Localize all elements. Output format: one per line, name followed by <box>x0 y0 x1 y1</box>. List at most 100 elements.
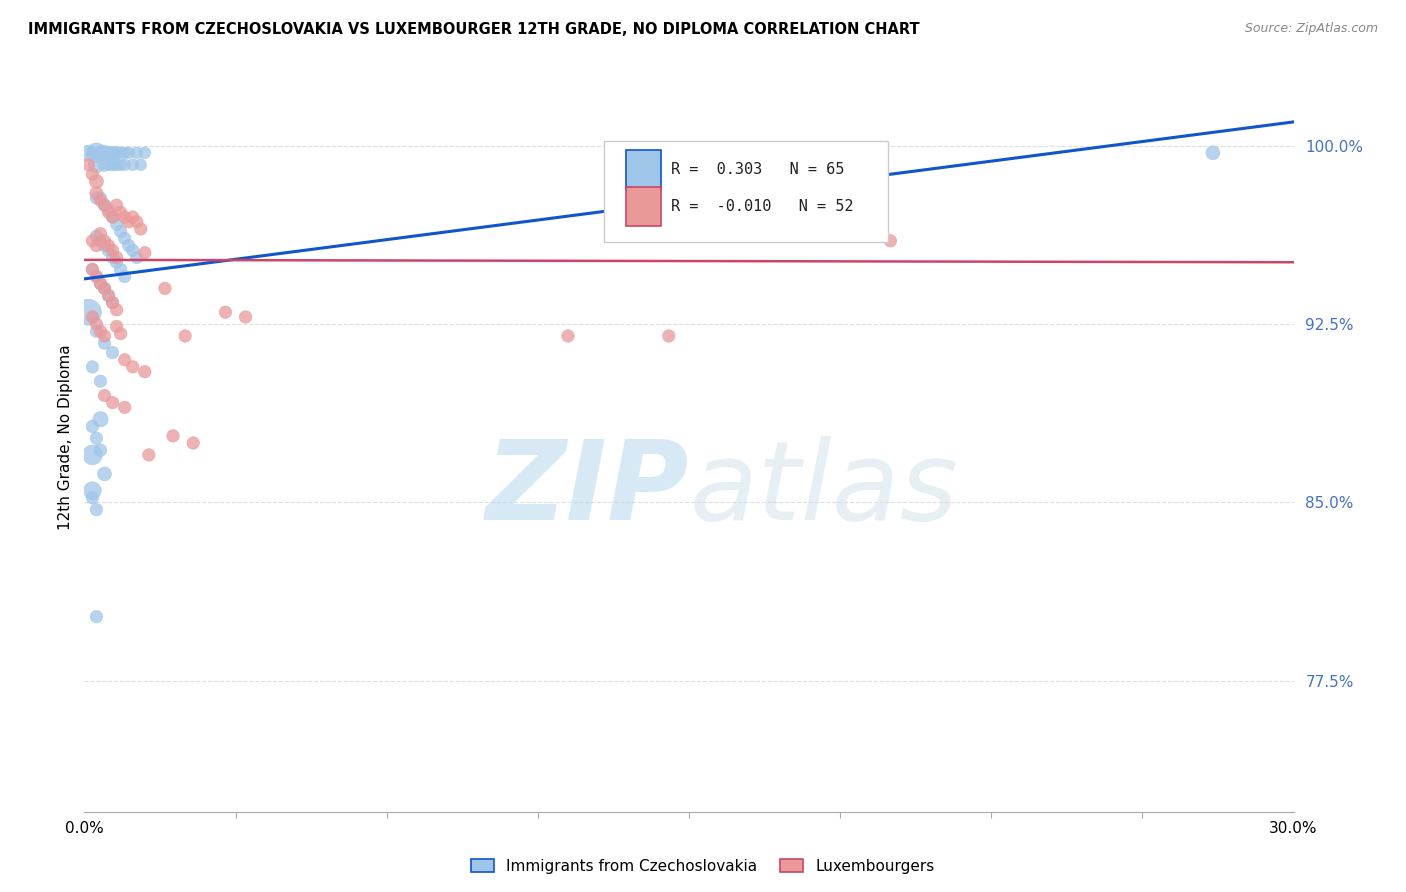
Point <box>82 359 104 374</box>
Point <box>181 436 204 450</box>
Point <box>214 305 236 319</box>
Point <box>134 365 156 379</box>
Point <box>125 251 148 265</box>
Point <box>86 269 108 284</box>
Point <box>86 158 108 172</box>
Point <box>86 229 108 244</box>
Point <box>110 158 132 172</box>
Point <box>82 310 104 324</box>
Text: IMMIGRANTS FROM CZECHOSLOVAKIA VS LUXEMBOURGER 12TH GRADE, NO DIPLOMA CORRELATIO: IMMIGRANTS FROM CZECHOSLOVAKIA VS LUXEMB… <box>28 22 920 37</box>
Point <box>153 281 176 295</box>
Point <box>118 145 141 160</box>
Point <box>105 198 128 212</box>
Point <box>101 395 124 409</box>
Point <box>97 202 120 217</box>
Point <box>118 238 141 252</box>
Point <box>110 205 132 219</box>
Legend: Immigrants from Czechoslovakia, Luxembourgers: Immigrants from Czechoslovakia, Luxembou… <box>465 853 941 880</box>
Point <box>93 281 115 295</box>
Point <box>557 329 579 343</box>
Point <box>93 198 115 212</box>
Text: R =  0.303   N = 65: R = 0.303 N = 65 <box>671 162 844 177</box>
Point <box>86 317 108 331</box>
Point <box>114 231 136 245</box>
Text: ZIP: ZIP <box>485 436 689 543</box>
Point <box>110 145 132 160</box>
Point <box>89 412 111 426</box>
Point <box>82 310 104 324</box>
Point <box>82 419 104 434</box>
Point <box>138 448 160 462</box>
Point <box>82 167 104 181</box>
Point <box>1202 145 1225 160</box>
Point <box>89 443 111 458</box>
Point <box>105 302 128 317</box>
Point <box>86 324 108 338</box>
Text: R =  -0.010   N = 52: R = -0.010 N = 52 <box>671 199 853 214</box>
Point <box>97 288 120 302</box>
Point <box>105 217 128 231</box>
Point <box>82 234 104 248</box>
Point <box>93 281 115 295</box>
Point <box>129 222 152 236</box>
Point <box>118 215 141 229</box>
Point <box>97 158 120 172</box>
Point <box>105 145 128 160</box>
Point <box>114 210 136 224</box>
Point <box>110 326 132 341</box>
Point <box>97 205 120 219</box>
Text: atlas: atlas <box>689 436 957 543</box>
Point <box>658 329 681 343</box>
Point <box>174 329 197 343</box>
Point <box>97 238 120 252</box>
Point <box>93 238 115 252</box>
Point <box>86 145 108 160</box>
Point <box>86 186 108 201</box>
Point <box>101 295 124 310</box>
Point <box>93 158 115 172</box>
Point <box>121 158 143 172</box>
Point <box>93 198 115 212</box>
Point <box>97 244 120 258</box>
Point <box>82 483 104 498</box>
Point <box>89 277 111 291</box>
Point <box>101 244 124 258</box>
Point <box>93 234 115 248</box>
Point <box>97 145 120 160</box>
Point <box>105 158 128 172</box>
Point <box>110 262 132 277</box>
Point <box>82 262 104 277</box>
Point <box>93 329 115 343</box>
Point <box>97 288 120 302</box>
Point <box>125 215 148 229</box>
Point <box>86 609 108 624</box>
Point <box>114 269 136 284</box>
Point <box>101 158 124 172</box>
Point <box>121 244 143 258</box>
Point <box>101 295 124 310</box>
Point <box>82 262 104 277</box>
Point <box>82 145 104 160</box>
Point <box>86 431 108 445</box>
Point <box>129 158 152 172</box>
Point <box>89 277 111 291</box>
Point <box>114 158 136 172</box>
FancyBboxPatch shape <box>626 150 661 189</box>
Point <box>89 145 111 160</box>
Point <box>86 502 108 516</box>
Point <box>134 245 156 260</box>
FancyBboxPatch shape <box>626 187 661 226</box>
Point <box>105 255 128 269</box>
Point <box>93 388 115 402</box>
Point <box>114 401 136 415</box>
Point <box>121 359 143 374</box>
Point <box>101 345 124 359</box>
Point <box>93 336 115 351</box>
Point <box>101 210 124 224</box>
Point <box>82 448 104 462</box>
Point <box>121 210 143 224</box>
Point <box>110 224 132 238</box>
Point <box>86 269 108 284</box>
Point <box>89 374 111 388</box>
Point <box>89 234 111 248</box>
